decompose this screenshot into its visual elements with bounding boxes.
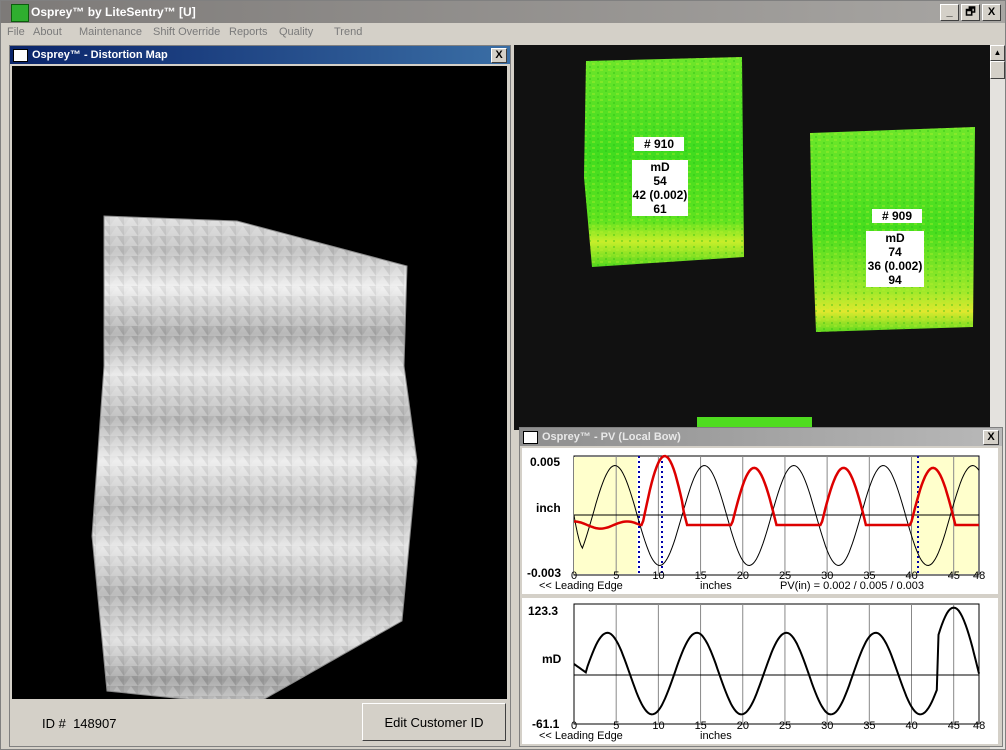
x-tick-label: 15 [695,720,707,732]
scroll-up-arrow-icon[interactable]: ▲ [990,45,1005,61]
x-tick-label: 10 [652,570,664,582]
x-tick-label: 35 [863,720,875,732]
x-tick-label: 40 [906,720,918,732]
plate-909-value-1: 74 [888,245,902,259]
x-tick-label: 35 [863,570,875,582]
menu-quality[interactable]: Quality [279,26,314,38]
customer-id-label: ID # 148907 [42,716,117,731]
plate-909[interactable]: # 909 mD 74 36 (0.002) 94 [810,127,975,332]
plate-910[interactable]: # 910 mD 54 42 (0.002) 61 [584,57,744,267]
y-min-label: -61.1 [532,717,560,731]
y-max-label: 123.3 [528,604,558,618]
plate-909-value-3: 94 [888,273,902,287]
distortion-map-close-button[interactable]: X [491,48,507,63]
distortion-map-window: Osprey™ - Distortion Map X [9,45,511,747]
x-tick-label: 45 [948,570,960,582]
menu-about[interactable]: About [33,26,62,38]
leading-edge-label: << Leading Edge [539,730,623,742]
menu-shift-override[interactable]: Shift Override [153,26,221,38]
y-max-label: 0.005 [530,455,560,469]
plate-910-metric: mD [650,160,670,174]
title-bar[interactable]: Osprey™ by LiteSentry™ [U] _ 🗗 X [1,1,1005,23]
menu-maintenance[interactable]: Maintenance [79,26,142,38]
plate-909-value-2: 36 (0.002) [867,259,923,273]
pv-md-plot: 123.3 mD -61.1 0 5 10 15 20 25 30 35 40 45 48 << L… [522,598,998,744]
distortion-map-footer: ID # 148907 Edit Customer ID [12,700,507,744]
y-min-label: -0.003 [527,566,561,580]
local-bow-curve [574,454,979,530]
x-tick-label: 45 [948,720,960,732]
scroll-thumb[interactable] [990,61,1005,79]
x-tick-label: 40 [906,570,918,582]
shape-curve [573,464,980,567]
x-tick-label: 10 [652,720,664,732]
x-tick-label: 48 [973,570,985,582]
window-icon [523,431,538,444]
plate-910-value-2: 42 (0.002) [632,188,688,202]
x-tick-label: 15 [695,570,707,582]
x-tick-label: 0 [571,570,577,582]
x-tick-label: 30 [821,570,833,582]
x-tick-label: 0 [571,720,577,732]
menu-trend[interactable]: Trend [334,26,363,38]
restore-button[interactable]: 🗗 [961,4,980,21]
pv-title-bar[interactable]: Osprey™ - PV (Local Bow) X [520,428,1002,446]
menu-bar: File About Maintenance Shift Override Re… [1,23,1005,43]
window-title: Osprey™ by LiteSentry™ [U] [31,5,196,19]
x-tick-label: 30 [821,720,833,732]
distortion-map-viewport[interactable] [12,66,507,699]
minimize-button[interactable]: _ [940,4,959,21]
window-icon [13,49,28,62]
plate-910-value-1: 54 [653,174,667,188]
window-controls: _ 🗗 X [940,4,1001,21]
pv-local-bow-window: Osprey™ - PV (Local Bow) X 0.005 inch -0… [519,427,1003,747]
x-tick-label: 48 [973,720,985,732]
x-tick-label: 25 [779,570,791,582]
x-tick-label: 5 [613,570,619,582]
close-button[interactable]: X [982,4,1001,21]
pv-title: Osprey™ - PV (Local Bow) [542,431,681,443]
x-tick-label: 25 [779,720,791,732]
y-unit-label: mD [542,652,562,666]
md-curve [573,606,980,716]
distortion-map-title: Osprey™ - Distortion Map [32,49,168,61]
x-unit-label: inches [700,580,732,592]
pv-inch-plot: 0.005 inch -0.003 0 5 10 15 20 25 30 35 40 45 48 <… [522,448,998,594]
app-logo-icon [11,4,29,22]
plate-909-heatmap [810,127,975,332]
plate-909-number: # 909 [881,209,913,223]
plate-910-number: # 910 [643,137,675,151]
plate-910-value-3: 61 [653,202,667,216]
leading-edge-label: << Leading Edge [539,580,623,592]
menu-reports[interactable]: Reports [229,26,268,38]
plate-909-metric: mD [885,231,905,245]
distortion-map-title-bar[interactable]: Osprey™ - Distortion Map X [10,46,510,64]
x-tick-label: 20 [737,570,749,582]
edit-customer-id-button[interactable]: Edit Customer ID [362,703,506,741]
customer-id-value: 148907 [73,716,117,731]
x-unit-label: inches [700,730,732,742]
pv-value-text: PV(in) = 0.002 / 0.005 / 0.003 [780,580,924,592]
x-tick-label: 5 [613,720,619,732]
pv-close-button[interactable]: X [983,430,999,445]
menu-file[interactable]: File [7,26,25,38]
distortion-surface-render [91,215,418,699]
plate-partial[interactable] [697,417,812,430]
x-tick-label: 20 [737,720,749,732]
plate-map-view[interactable]: # 910 mD 54 42 (0.002) 61 [514,45,990,430]
y-unit-label: inch [536,501,561,515]
